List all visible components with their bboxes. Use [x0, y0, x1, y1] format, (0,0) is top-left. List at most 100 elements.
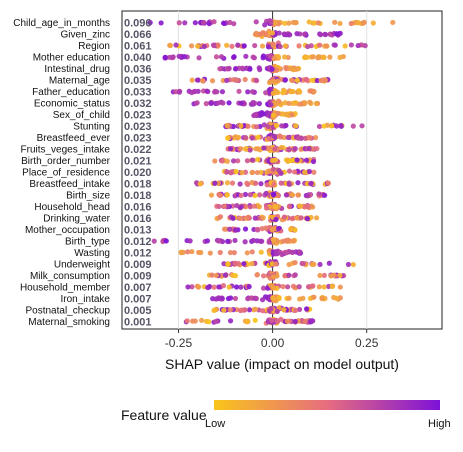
shap-point	[321, 123, 327, 129]
shap-point	[252, 192, 258, 199]
shap-point	[272, 146, 278, 152]
shap-point	[249, 261, 255, 267]
shap-point	[256, 204, 262, 210]
shap-point	[189, 284, 195, 290]
feature-importance-value: 0.012	[124, 236, 152, 248]
shap-point	[256, 65, 262, 71]
shap-point	[216, 284, 222, 290]
shap-point	[266, 135, 272, 142]
shap-point	[253, 295, 259, 302]
shap-point	[296, 203, 303, 209]
shap-point	[270, 285, 276, 291]
shap-point	[224, 192, 230, 198]
shap-point	[292, 100, 299, 106]
feature-importance-value: 0.009	[124, 270, 152, 282]
shap-point	[302, 169, 308, 175]
shap-point	[265, 123, 271, 130]
shap-point	[334, 31, 340, 37]
shap-point	[220, 283, 227, 289]
shap-point	[310, 158, 317, 165]
shap-point	[310, 283, 316, 289]
shap-point	[251, 112, 257, 119]
shap-point	[313, 100, 319, 107]
shap-point	[192, 20, 198, 26]
shap-point	[225, 238, 231, 244]
shap-point	[281, 214, 288, 220]
feature-label: Sex_of_child	[53, 110, 110, 121]
feature-label: Wasting	[74, 248, 110, 259]
shap-point	[268, 306, 274, 312]
shap-point	[272, 261, 279, 267]
shap-point	[311, 169, 317, 175]
shap-point	[294, 66, 301, 72]
shap-point	[286, 20, 292, 26]
shap-point	[301, 31, 308, 37]
shap-point	[297, 89, 303, 95]
shap-point	[360, 20, 366, 26]
shap-point	[245, 318, 251, 324]
shap-point	[278, 145, 284, 151]
shap-point	[173, 42, 179, 48]
shap-point	[285, 237, 291, 243]
shap-point	[263, 205, 270, 211]
shap-point	[245, 123, 251, 129]
feature-label: Maternal_smoking	[28, 317, 110, 328]
shap-point	[323, 43, 330, 49]
shap-point	[243, 53, 249, 59]
feature-importance-value: 0.013	[124, 224, 152, 236]
shap-point	[199, 78, 206, 84]
feature-importance-value: 0.023	[124, 110, 152, 122]
feature-label: Mother_occupation	[25, 225, 110, 236]
shap-point	[255, 146, 261, 152]
shap-point	[253, 19, 259, 25]
shap-point	[201, 43, 207, 50]
shap-point	[272, 204, 278, 210]
shap-point	[290, 77, 296, 84]
feature-importance-value: 0.018	[124, 190, 152, 202]
shap-point	[270, 166, 276, 172]
shap-point	[314, 145, 320, 152]
shap-point	[215, 100, 221, 106]
shap-point	[182, 20, 188, 26]
shap-point	[342, 43, 348, 49]
shap-point	[322, 192, 328, 198]
feature-importance-value: 0.022	[124, 144, 152, 156]
shap-point	[269, 30, 276, 36]
shap-point	[287, 32, 293, 38]
feature-label: Birth_size	[66, 190, 110, 201]
shap-point	[226, 100, 232, 106]
shap-point	[221, 307, 227, 313]
shap-point	[285, 134, 291, 141]
feature-importance-value: 0.033	[124, 87, 152, 99]
shap-point	[252, 317, 258, 323]
shap-point	[277, 133, 283, 139]
shap-point	[348, 20, 354, 27]
shap-point	[270, 90, 276, 96]
feature-label: Intestinal_drug	[44, 64, 110, 75]
shap-point	[311, 88, 317, 94]
shap-point	[292, 20, 298, 26]
shap-point	[196, 55, 202, 61]
shap-point	[244, 158, 250, 164]
shap-point	[213, 318, 219, 324]
shap-point	[213, 296, 219, 302]
shap-point	[236, 88, 242, 94]
shap-point	[280, 238, 286, 244]
shap-point	[303, 157, 310, 163]
feature-importance-value: 0.040	[124, 52, 152, 64]
shap-point	[305, 43, 311, 50]
shap-point	[337, 20, 343, 27]
shap-point	[321, 284, 327, 290]
shap-point	[274, 308, 280, 315]
feature-importance-value: 0.023	[124, 133, 152, 145]
shap-point	[217, 192, 224, 198]
shap-point	[224, 169, 230, 175]
shap-point	[194, 77, 201, 83]
shap-point	[306, 145, 312, 152]
shap-point	[305, 192, 311, 199]
shap-point	[232, 227, 239, 233]
shap-point	[232, 295, 239, 302]
shap-point	[269, 157, 275, 164]
shap-point	[319, 296, 325, 302]
